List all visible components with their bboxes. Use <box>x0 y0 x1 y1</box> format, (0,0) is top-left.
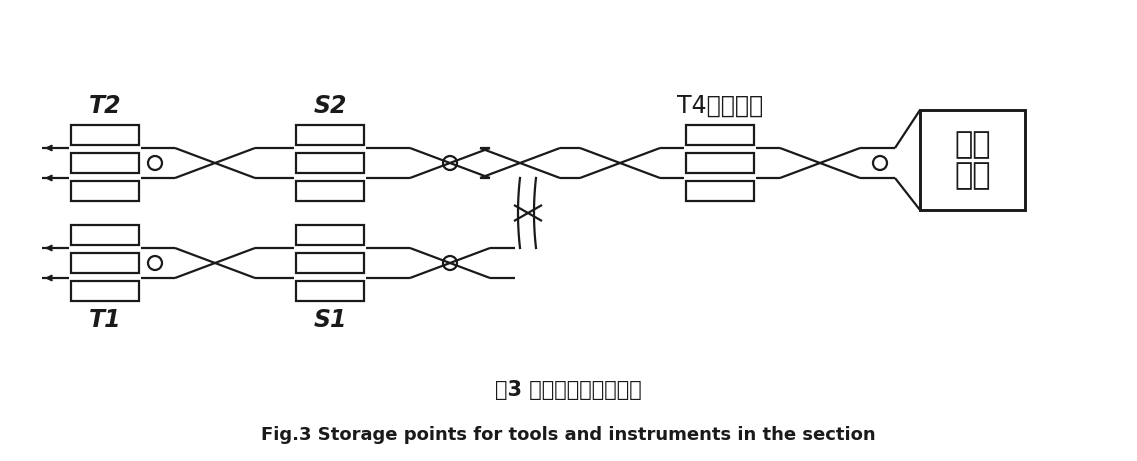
Text: Fig.3 Storage points for tools and instruments in the section: Fig.3 Storage points for tools and instr… <box>262 426 875 444</box>
Bar <box>296 225 364 245</box>
Bar <box>70 253 139 273</box>
Bar <box>296 153 364 173</box>
Bar <box>686 181 754 201</box>
Bar <box>296 281 364 301</box>
Bar <box>296 125 364 145</box>
Bar <box>70 153 139 173</box>
Text: 车辆
基地: 车辆 基地 <box>954 130 990 190</box>
Text: T2: T2 <box>89 94 122 118</box>
Text: T1: T1 <box>89 308 122 332</box>
Bar <box>70 181 139 201</box>
Text: 图3 区间内工器具存放点: 图3 区间内工器具存放点 <box>495 380 642 400</box>
Bar <box>686 125 754 145</box>
Bar <box>920 110 1024 210</box>
Text: S1: S1 <box>314 308 347 332</box>
Bar <box>296 253 364 273</box>
Bar <box>296 181 364 201</box>
Text: T4（预留）: T4（预留） <box>677 94 763 118</box>
Bar <box>70 225 139 245</box>
Text: S2: S2 <box>314 94 347 118</box>
Bar <box>70 125 139 145</box>
Bar <box>70 281 139 301</box>
Bar <box>686 153 754 173</box>
